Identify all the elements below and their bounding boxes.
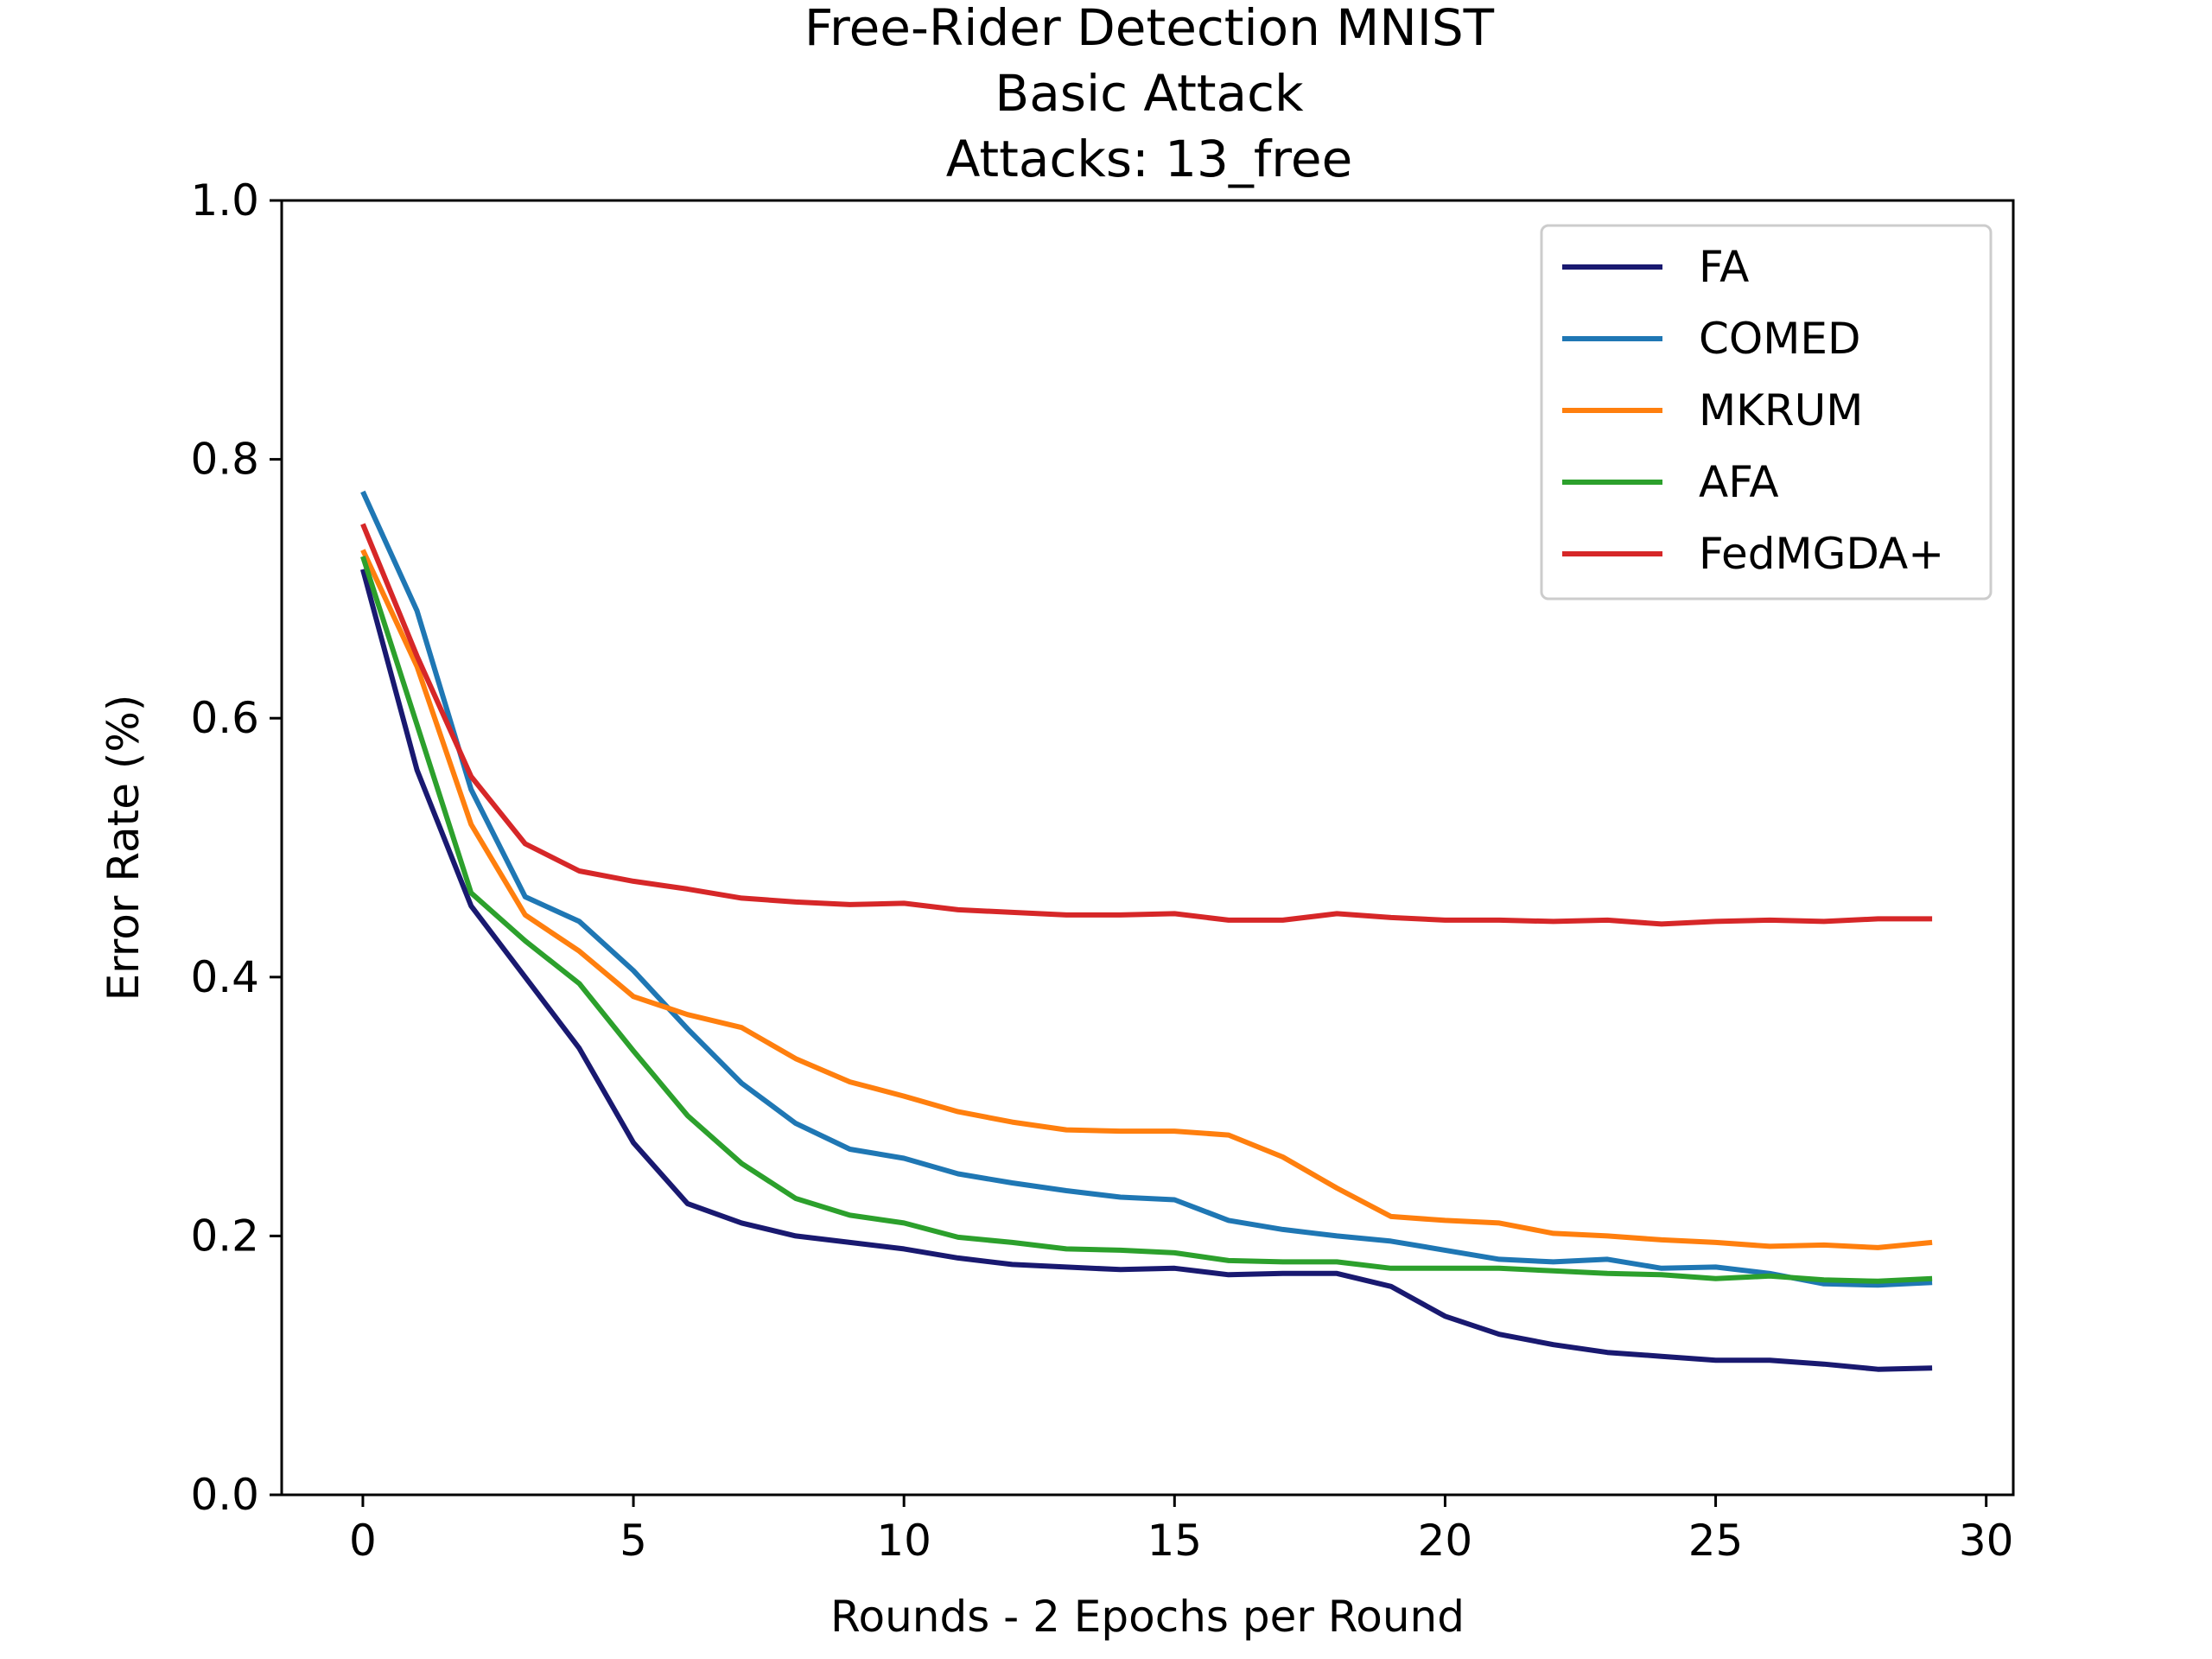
y-tick-label: 0.2	[190, 1211, 259, 1261]
series-line-mkrum	[360, 549, 1933, 1250]
legend-label: MKRUM	[1699, 385, 1863, 435]
y-tick-label: 1.0	[190, 175, 259, 226]
x-axis-label: Rounds - 2 Epochs per Round	[830, 1592, 1465, 1642]
series-line-fedmgda	[360, 523, 1933, 927]
chart-title-line-2: Basic Attack	[995, 64, 1304, 123]
x-tick-label: 5	[620, 1516, 647, 1566]
legend-label: AFA	[1699, 457, 1779, 507]
x-axis-ticks: 0 5 10 15 20 25 30	[349, 1495, 2014, 1566]
plot-area-frame	[280, 199, 2015, 1497]
x-tick-label: 30	[1959, 1516, 2014, 1566]
y-tick-label: 0.8	[190, 435, 259, 485]
x-tick-label: 0	[349, 1516, 377, 1566]
series-line-comed	[360, 490, 1933, 1288]
x-tick-label: 25	[1688, 1516, 1744, 1566]
y-axis-ticks: 0.0 0.2 0.4 0.6 0.8 1.0	[190, 175, 282, 1520]
legend-label: COMED	[1699, 314, 1861, 364]
legend-box	[1540, 224, 1993, 601]
y-tick-label: 0.4	[190, 952, 259, 1002]
series-line-afa	[360, 556, 1933, 1284]
x-tick-label: 10	[876, 1516, 931, 1566]
x-tick-label: 15	[1147, 1516, 1203, 1566]
series-line-fa	[360, 569, 1933, 1372]
legend-label: FedMGDA+	[1699, 529, 1944, 579]
legend: FA COMED MKRUM AFA FedMGDA+	[1540, 224, 1993, 601]
y-axis-label: Error Rate (%)	[99, 695, 149, 1001]
chart-title-line-3: Attacks: 13_free	[946, 130, 1353, 188]
series-layer	[360, 490, 1933, 1372]
chart-title: Free-Rider Detection MNIST Basic Attack …	[804, 0, 1495, 188]
y-tick-label: 0.6	[190, 693, 259, 743]
x-tick-label: 20	[1418, 1516, 1473, 1566]
legend-label: FA	[1699, 242, 1749, 292]
chart-title-line-1: Free-Rider Detection MNIST	[804, 0, 1495, 57]
y-tick-label: 0.0	[190, 1470, 259, 1520]
